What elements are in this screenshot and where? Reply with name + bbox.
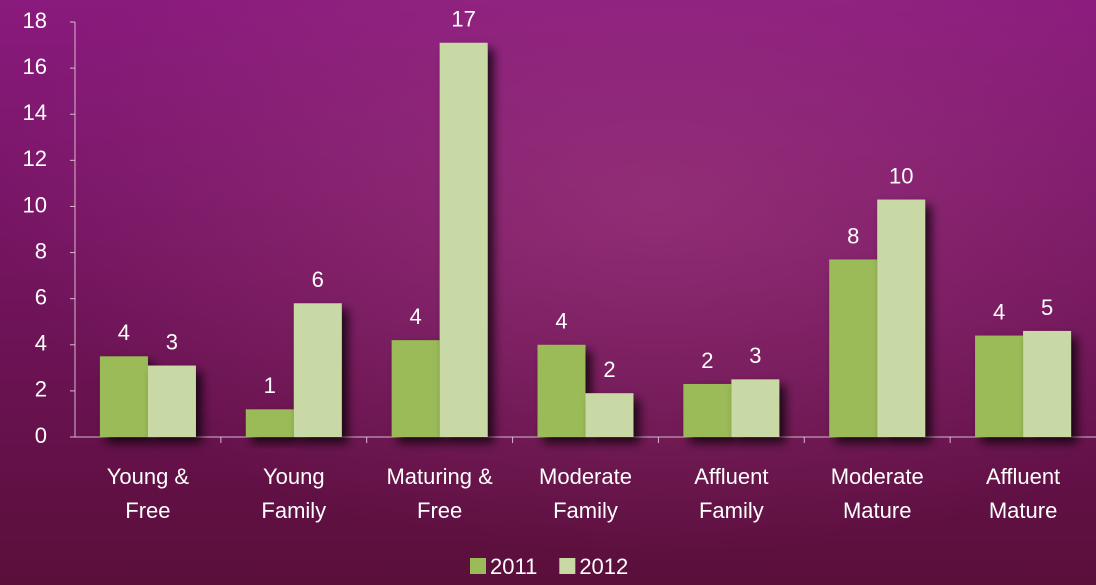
- bar: [440, 43, 488, 437]
- y-tick-label: 6: [35, 284, 47, 309]
- bar: [975, 336, 1023, 437]
- y-tick-label: 2: [35, 377, 47, 402]
- y-tick-label: 8: [35, 238, 47, 263]
- legend-swatch: [559, 558, 575, 574]
- value-label: 2: [603, 357, 615, 382]
- y-tick-label: 16: [23, 54, 47, 79]
- value-label: 10: [889, 163, 913, 188]
- bar: [683, 384, 731, 437]
- bar: [877, 200, 925, 437]
- value-label: 4: [410, 304, 422, 329]
- chart: 024681012141618Young &Free43YoungFamily1…: [0, 0, 1096, 585]
- legend-label: 2011: [490, 554, 537, 579]
- value-label: 3: [749, 343, 761, 368]
- value-label: 4: [993, 299, 1005, 324]
- y-tick-label: 12: [23, 146, 47, 171]
- legend-swatch: [470, 558, 486, 574]
- bar: [246, 409, 294, 437]
- value-label: 3: [166, 329, 178, 354]
- value-label: 17: [451, 7, 475, 32]
- bar: [1023, 331, 1071, 437]
- value-label: 1: [264, 373, 276, 398]
- bar: [829, 259, 877, 437]
- bar: [731, 379, 779, 437]
- bar: [100, 356, 148, 437]
- bar: [586, 393, 634, 437]
- y-tick-label: 14: [23, 100, 47, 125]
- y-tick-label: 0: [35, 423, 47, 448]
- value-label: 6: [312, 267, 324, 292]
- y-tick-label: 4: [35, 331, 47, 356]
- value-label: 8: [847, 223, 859, 248]
- value-label: 2: [701, 348, 713, 373]
- bar: [148, 366, 196, 437]
- value-label: 5: [1041, 295, 1053, 320]
- y-tick-label: 10: [23, 192, 47, 217]
- bar: [294, 303, 342, 437]
- bar: [392, 340, 440, 437]
- bar: [538, 345, 586, 437]
- legend-label: 2012: [579, 554, 628, 579]
- value-label: 4: [118, 320, 130, 345]
- y-tick-label: 18: [23, 8, 47, 33]
- value-label: 4: [555, 309, 567, 334]
